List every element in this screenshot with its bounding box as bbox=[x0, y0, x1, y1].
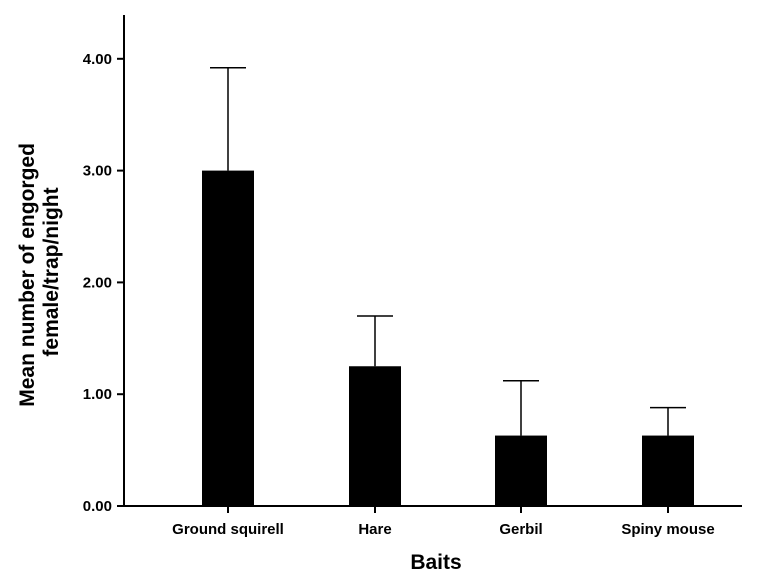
y-ticks: 0.00 1.00 2.00 3.00 4.00 bbox=[83, 51, 124, 515]
y-tick-label: 1.00 bbox=[83, 386, 112, 403]
x-tick-label: Ground squirell bbox=[172, 521, 284, 538]
y-tick-label: 4.00 bbox=[83, 51, 112, 68]
x-ticks: Ground squirell Hare Gerbil Spiny mouse bbox=[172, 506, 715, 538]
axes-layer bbox=[123, 15, 742, 507]
x-axis-title: Baits bbox=[410, 551, 461, 574]
y-axis-title: Mean number of engorged female/trap/nigh… bbox=[16, 137, 63, 407]
x-tick-label: Spiny mouse bbox=[621, 521, 714, 538]
bar bbox=[642, 435, 694, 506]
y-tick-label: 3.00 bbox=[83, 163, 112, 180]
error-bars-layer bbox=[210, 66, 686, 436]
bar bbox=[202, 170, 254, 506]
x-tick-label: Hare bbox=[358, 521, 391, 538]
y-tick-label: 0.00 bbox=[83, 498, 112, 515]
bar bbox=[349, 366, 401, 506]
y-tick-label: 2.00 bbox=[83, 274, 112, 291]
bar bbox=[495, 435, 547, 506]
y-axis-title-line-2: female/trap/night bbox=[40, 187, 63, 356]
x-tick-label: Gerbil bbox=[499, 521, 542, 538]
y-axis-title-line-1: Mean number of engorged bbox=[16, 143, 39, 407]
bars-layer bbox=[202, 170, 694, 506]
